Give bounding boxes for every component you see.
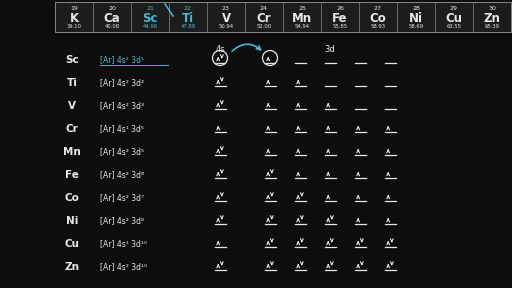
Text: Ti: Ti bbox=[67, 78, 77, 88]
Text: V: V bbox=[221, 12, 230, 25]
Text: [Ar] 4s¹ 3d¹⁰: [Ar] 4s¹ 3d¹⁰ bbox=[100, 240, 147, 249]
Text: 65.39: 65.39 bbox=[484, 24, 500, 29]
Text: 27: 27 bbox=[374, 6, 382, 11]
Text: 3d: 3d bbox=[325, 45, 335, 54]
Text: Fe: Fe bbox=[332, 12, 348, 25]
Text: 52.00: 52.00 bbox=[257, 24, 271, 29]
Text: 19: 19 bbox=[70, 6, 78, 11]
Text: 44.96: 44.96 bbox=[142, 24, 158, 29]
Text: 21: 21 bbox=[146, 6, 154, 11]
Text: V: V bbox=[68, 101, 76, 111]
Text: 39.10: 39.10 bbox=[67, 24, 81, 29]
Text: [Ar] 4s² 3d⁷: [Ar] 4s² 3d⁷ bbox=[100, 194, 144, 202]
Text: [Ar] 4s² 3d⁶: [Ar] 4s² 3d⁶ bbox=[100, 170, 144, 179]
Text: Ti: Ti bbox=[182, 12, 194, 25]
Text: [Ar] 4s² 3d⁸: [Ar] 4s² 3d⁸ bbox=[100, 217, 144, 226]
Text: 29: 29 bbox=[450, 6, 458, 11]
Text: Ca: Ca bbox=[103, 12, 120, 25]
Text: 54.94: 54.94 bbox=[294, 24, 310, 29]
Text: [Ar] 4s² 3d²: [Ar] 4s² 3d² bbox=[100, 79, 144, 88]
Text: Cu: Cu bbox=[65, 239, 79, 249]
Text: [Ar] 4s² 3d¹: [Ar] 4s² 3d¹ bbox=[100, 56, 144, 65]
Text: 58.69: 58.69 bbox=[409, 24, 423, 29]
Text: [Ar] 4s² 3d¹⁰: [Ar] 4s² 3d¹⁰ bbox=[100, 262, 147, 272]
Text: Zn: Zn bbox=[65, 262, 79, 272]
Text: Sc: Sc bbox=[65, 55, 79, 65]
Text: [Ar] 4s² 3d⁵: [Ar] 4s² 3d⁵ bbox=[100, 147, 144, 156]
Text: 26: 26 bbox=[336, 6, 344, 11]
Text: Mn: Mn bbox=[63, 147, 81, 157]
Text: 20: 20 bbox=[108, 6, 116, 11]
Text: Ni: Ni bbox=[409, 12, 423, 25]
Text: [Ar] 4s² 3d³: [Ar] 4s² 3d³ bbox=[100, 101, 144, 111]
Text: 28: 28 bbox=[412, 6, 420, 11]
Text: Cr: Cr bbox=[66, 124, 78, 134]
Text: 47.88: 47.88 bbox=[180, 24, 196, 29]
Text: Mn: Mn bbox=[292, 12, 312, 25]
Text: 58.93: 58.93 bbox=[371, 24, 386, 29]
Text: Cu: Cu bbox=[445, 12, 462, 25]
Text: Zn: Zn bbox=[483, 12, 500, 25]
Text: [Ar] 4s¹ 3d⁵: [Ar] 4s¹ 3d⁵ bbox=[100, 124, 144, 134]
Bar bbox=[55, 2, 511, 32]
Text: Co: Co bbox=[65, 193, 79, 203]
Text: 30: 30 bbox=[488, 6, 496, 11]
Text: 4s: 4s bbox=[215, 45, 225, 54]
Text: 22: 22 bbox=[184, 6, 192, 11]
Text: K: K bbox=[70, 12, 78, 25]
FancyArrowPatch shape bbox=[232, 44, 261, 51]
Text: Ni: Ni bbox=[66, 216, 78, 226]
Text: 50.94: 50.94 bbox=[219, 24, 233, 29]
Text: 40.08: 40.08 bbox=[104, 24, 120, 29]
Text: Sc: Sc bbox=[142, 12, 158, 25]
Text: 24: 24 bbox=[260, 6, 268, 11]
Text: 23: 23 bbox=[222, 6, 230, 11]
Text: 55.85: 55.85 bbox=[332, 24, 348, 29]
Text: 25: 25 bbox=[298, 6, 306, 11]
Text: 63.55: 63.55 bbox=[446, 24, 461, 29]
Text: Cr: Cr bbox=[257, 12, 271, 25]
Text: Fe: Fe bbox=[65, 170, 79, 180]
Text: Co: Co bbox=[370, 12, 387, 25]
